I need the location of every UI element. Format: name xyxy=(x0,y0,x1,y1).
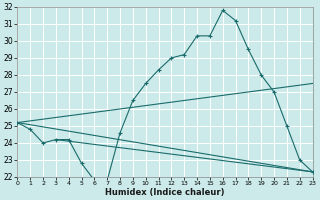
X-axis label: Humidex (Indice chaleur): Humidex (Indice chaleur) xyxy=(105,188,225,197)
